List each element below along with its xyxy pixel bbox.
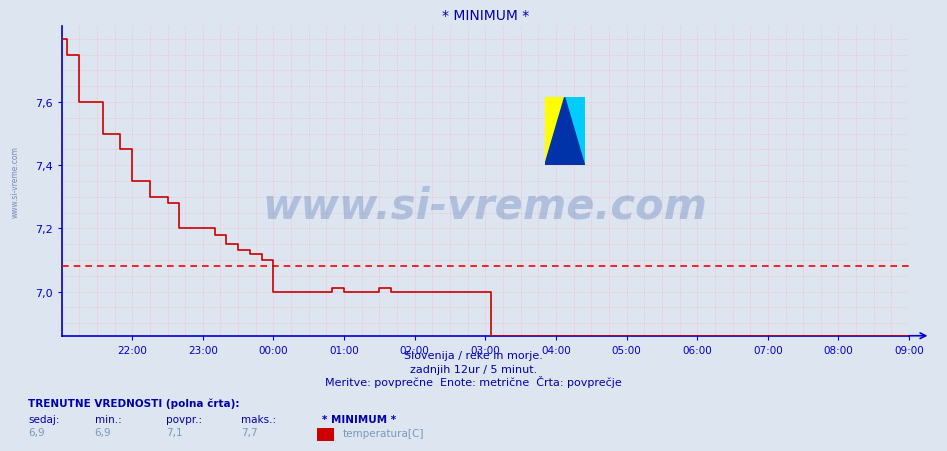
Text: 6,9: 6,9 bbox=[95, 427, 112, 437]
Text: Meritve: povprečne  Enote: metrične  Črta: povprečje: Meritve: povprečne Enote: metrične Črta:… bbox=[325, 376, 622, 387]
Text: sedaj:: sedaj: bbox=[28, 414, 60, 423]
Text: Slovenija / reke in morje.: Slovenija / reke in morje. bbox=[404, 350, 543, 360]
Text: * MINIMUM *: * MINIMUM * bbox=[322, 414, 396, 423]
Text: www.si-vreme.com: www.si-vreme.com bbox=[10, 146, 20, 217]
Text: temperatura[C]: temperatura[C] bbox=[343, 428, 424, 438]
Text: 6,9: 6,9 bbox=[28, 427, 45, 437]
Text: povpr.:: povpr.: bbox=[166, 414, 202, 423]
Text: TRENUTNE VREDNOSTI (polna črta):: TRENUTNE VREDNOSTI (polna črta): bbox=[28, 397, 240, 408]
Text: 7,7: 7,7 bbox=[241, 427, 259, 437]
Text: zadnjih 12ur / 5 minut.: zadnjih 12ur / 5 minut. bbox=[410, 364, 537, 374]
Text: min.:: min.: bbox=[95, 414, 121, 423]
Polygon shape bbox=[564, 98, 584, 166]
Polygon shape bbox=[545, 98, 564, 166]
Polygon shape bbox=[545, 98, 584, 166]
Text: www.si-vreme.com: www.si-vreme.com bbox=[263, 185, 707, 227]
Text: maks.:: maks.: bbox=[241, 414, 277, 423]
Text: 7,1: 7,1 bbox=[166, 427, 183, 437]
Title: * MINIMUM *: * MINIMUM * bbox=[441, 9, 529, 23]
